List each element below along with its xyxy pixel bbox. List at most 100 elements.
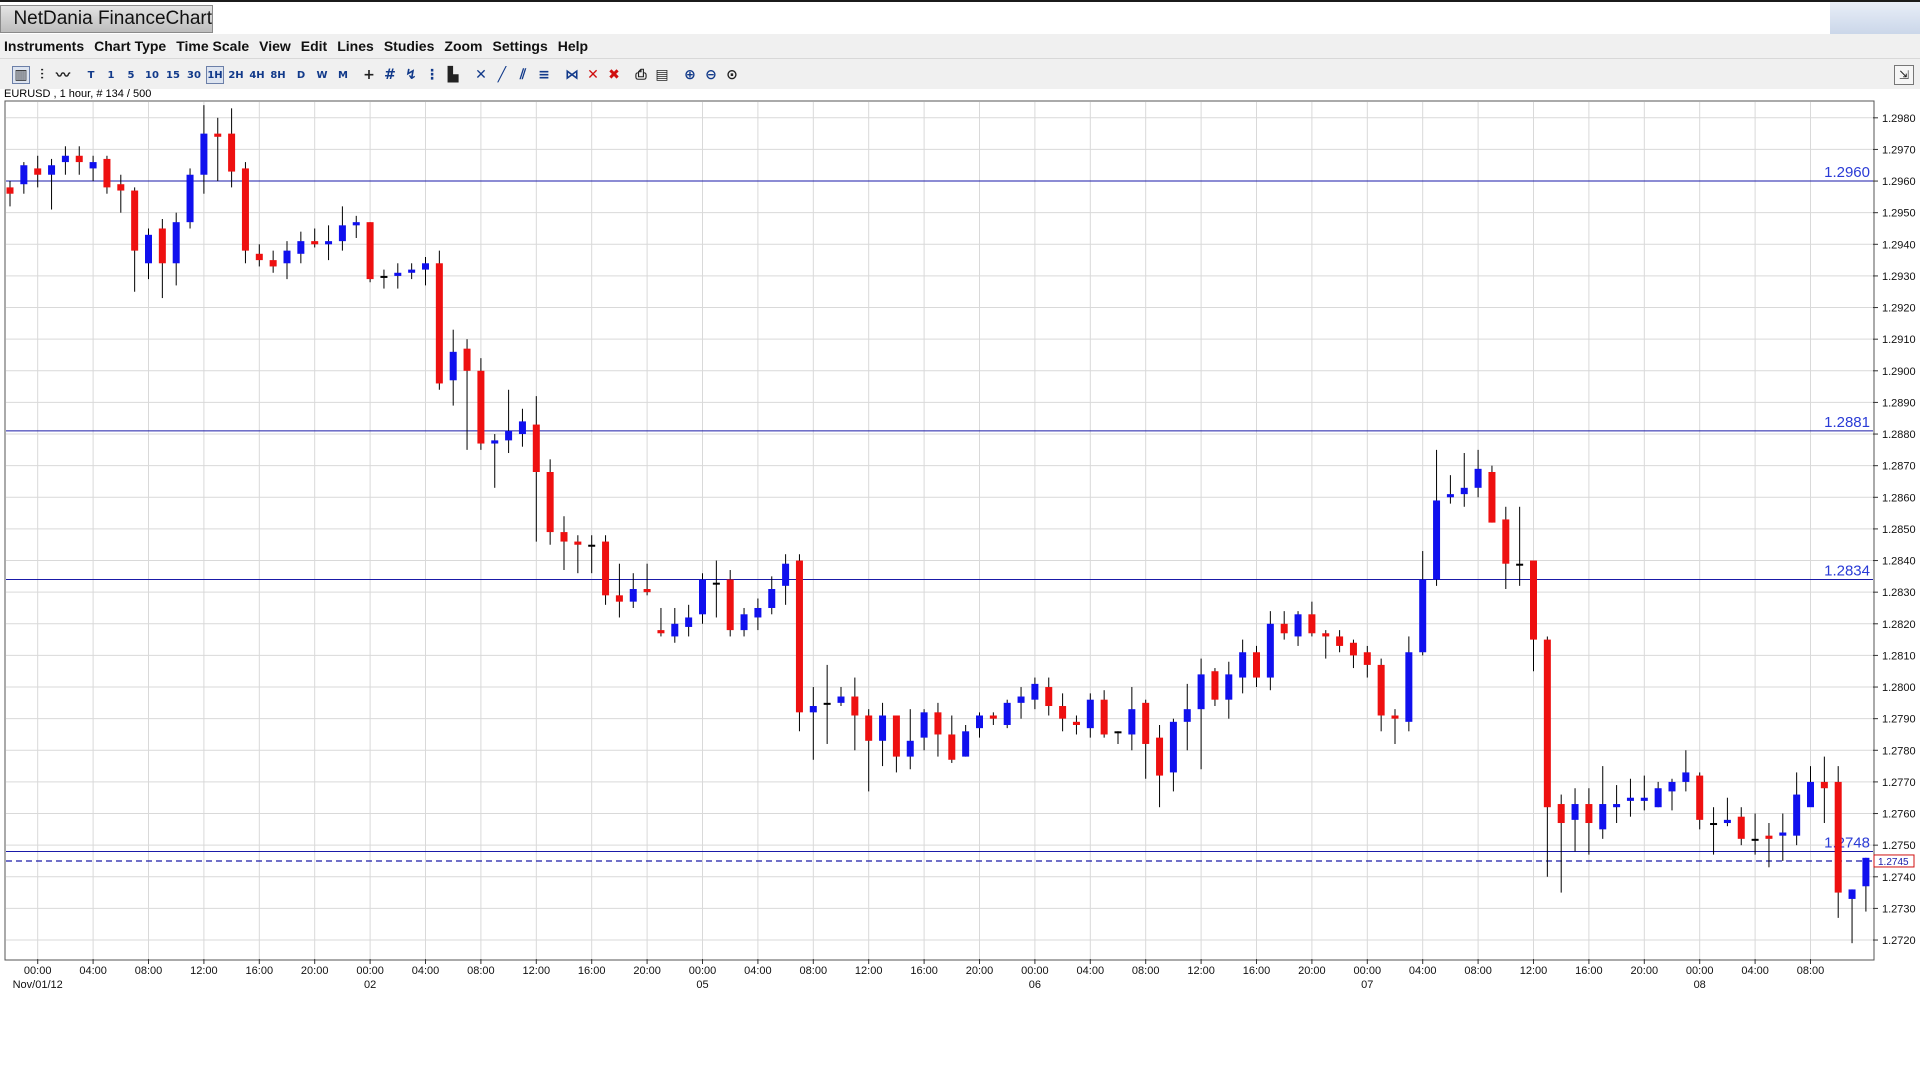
candle-body <box>186 174 194 223</box>
x-tick-label: 04:00 <box>79 965 107 977</box>
y-tick-label: 1.2960 <box>1882 176 1916 188</box>
candle-body <box>366 222 374 280</box>
candle-body <box>1696 775 1704 820</box>
y-tick-label: 1.2850 <box>1882 524 1916 536</box>
zoom-in-icon[interactable]: ⊕ <box>684 67 696 83</box>
candle-body <box>546 471 554 533</box>
timescale-month-button[interactable]: M <box>338 69 348 81</box>
candle-body <box>89 162 97 169</box>
candle-body <box>6 187 14 194</box>
bar-chart-icon[interactable]: ⫶ <box>40 67 44 83</box>
candle-body <box>809 706 817 713</box>
timescale-30m-button[interactable]: 30 <box>187 69 201 81</box>
candle-body <box>1266 623 1274 678</box>
menu-lines[interactable]: Lines <box>337 38 374 54</box>
study-icon[interactable]: ▙ <box>447 67 459 83</box>
level-label: 1.2881 <box>1824 414 1870 431</box>
line-chart-icon[interactable]: 〰 <box>56 68 70 84</box>
timescale-week-button[interactable]: W <box>316 69 328 81</box>
delete-all-icon[interactable]: ✖ <box>608 67 620 83</box>
toolbar: ▥ ⫶ 〰 T 1 5 10 15 30 1H 2H 4H 8H D W M +… <box>0 59 1920 89</box>
parallel-lines-icon[interactable]: ≡ <box>538 67 550 83</box>
timescale-day-button[interactable]: D <box>296 69 306 81</box>
timescale-1h-button[interactable]: 1H <box>206 66 224 84</box>
candle-body <box>1460 487 1468 495</box>
candle-body <box>657 630 665 634</box>
candle-body <box>989 715 997 719</box>
y-tick-label: 1.2870 <box>1882 461 1916 473</box>
x-tick-label: 08:00 <box>800 965 828 977</box>
magnet-icon[interactable]: ⋈ <box>565 67 579 83</box>
candle-body <box>408 269 416 273</box>
candle-body <box>1613 804 1621 808</box>
timescale-1m-button[interactable]: 1 <box>107 69 115 81</box>
x-tick-label: 04:00 <box>1409 965 1437 977</box>
candle-body <box>1765 835 1773 839</box>
y-tick-label: 1.2740 <box>1882 872 1916 884</box>
candle-body <box>1516 563 1524 566</box>
x-tick-label: 00:00 <box>356 965 384 977</box>
channel-icon[interactable]: ⫽ <box>519 67 527 83</box>
y-tick-label: 1.2970 <box>1882 144 1916 156</box>
candle-body <box>712 582 720 585</box>
menu-view[interactable]: View <box>259 38 291 54</box>
candle-body <box>422 263 429 270</box>
level-label: 1.2960 <box>1824 164 1870 181</box>
candle-body <box>352 222 360 226</box>
x-tick-label: 16:00 <box>1243 965 1271 977</box>
insert-study-icon[interactable]: ⋮ <box>425 67 439 83</box>
trend-line-icon[interactable]: ╱ <box>497 67 507 83</box>
candlestick-chart[interactable]: 1.2980 1.2970 1.2960 1.2950 1.2940 1.2930 1.29… <box>0 100 1920 1000</box>
timescale-5m-button[interactable]: 5 <box>127 69 135 81</box>
candle-body <box>505 430 513 441</box>
menu-settings[interactable]: Settings <box>492 38 548 54</box>
candle-body <box>255 253 263 261</box>
menu-instruments[interactable]: Instruments <box>4 38 85 54</box>
grid-icon[interactable]: # <box>384 67 396 83</box>
y-tick-label: 1.2880 <box>1882 429 1916 441</box>
x-date-label: 08 <box>1694 979 1706 991</box>
timescale-10m-button[interactable]: 10 <box>145 69 159 81</box>
drawing-icon[interactable]: ↯ <box>405 67 417 83</box>
candle-body <box>1751 838 1759 841</box>
undock-icon[interactable]: ⇲ <box>1894 65 1914 85</box>
candle-body <box>1599 804 1607 830</box>
candle-body <box>1474 468 1482 488</box>
candle-body <box>1668 781 1676 792</box>
menu-chart-type[interactable]: Chart Type <box>94 38 167 54</box>
zoom-out-icon[interactable]: ⊖ <box>705 67 717 83</box>
menu-studies[interactable]: Studies <box>383 38 435 54</box>
candle-body <box>1031 683 1039 700</box>
timescale-2h-button[interactable]: 2H <box>228 69 244 81</box>
x-tick-label: 12:00 <box>523 965 551 977</box>
chart-type-icon[interactable]: ▥ <box>12 66 30 84</box>
menu-help[interactable]: Help <box>557 38 589 54</box>
print-preview-icon[interactable]: ▤ <box>655 67 669 83</box>
menu-zoom[interactable]: Zoom <box>444 38 483 54</box>
zoom-reset-icon[interactable]: ⊙ <box>726 67 738 83</box>
timescale-4h-button[interactable]: 4H <box>249 69 265 81</box>
candle-body <box>1848 889 1856 899</box>
chart-area[interactable]: 1.2980 1.2970 1.2960 1.2950 1.2940 1.2930 1.29… <box>0 100 1920 1000</box>
candle-body <box>1059 706 1067 719</box>
timescale-15m-button[interactable]: 15 <box>166 69 180 81</box>
fibonacci-icon[interactable]: ✕ <box>475 67 487 83</box>
menu-time-scale[interactable]: Time Scale <box>176 38 250 54</box>
candle-body <box>726 579 734 631</box>
crosshair-icon[interactable]: + <box>363 67 375 83</box>
timescale-8h-button[interactable]: 8H <box>270 69 286 81</box>
y-tick-label: 1.2860 <box>1882 492 1916 504</box>
level-label: 1.2834 <box>1824 563 1870 580</box>
x-tick-label: 16:00 <box>578 965 606 977</box>
menu-edit[interactable]: Edit <box>300 38 328 54</box>
print-icon[interactable]: ⎙ <box>635 67 647 83</box>
candle-body <box>1807 781 1814 808</box>
candle-body <box>643 589 651 593</box>
app-title: NetDania FinanceChart <box>0 5 213 33</box>
x-date-label: 07 <box>1361 979 1373 991</box>
timescale-tick-button[interactable]: T <box>87 69 95 81</box>
window-controls[interactable] <box>1830 2 1920 36</box>
candle-body <box>1488 471 1496 523</box>
x-tick-label: 16:00 <box>246 965 274 977</box>
delete-icon[interactable]: ✕ <box>587 67 599 83</box>
